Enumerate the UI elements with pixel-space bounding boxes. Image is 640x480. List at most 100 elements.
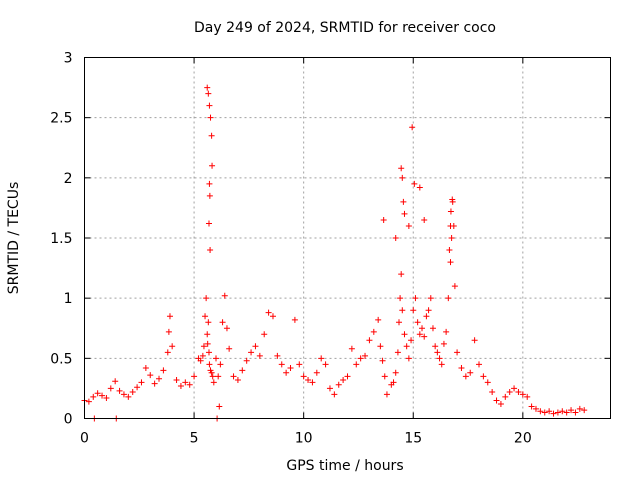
data-point	[210, 379, 217, 386]
data-point	[405, 355, 412, 362]
data-point	[449, 196, 456, 203]
data-point	[166, 313, 173, 320]
data-point	[305, 376, 312, 383]
data-point	[230, 373, 237, 380]
data-point	[202, 313, 209, 320]
data-point	[265, 309, 272, 316]
data-point	[207, 247, 214, 254]
data-point	[381, 373, 388, 380]
data-point	[278, 361, 285, 368]
data-point	[390, 379, 397, 386]
data-point	[120, 391, 127, 398]
data-point	[213, 355, 219, 362]
x-axis-label: GPS time / hours	[286, 458, 403, 474]
data-point	[291, 316, 298, 323]
data-point	[476, 361, 482, 368]
axis-ticks	[84, 57, 611, 419]
data-point	[537, 408, 544, 415]
data-point	[421, 333, 428, 340]
data-point	[416, 184, 423, 191]
data-point	[205, 90, 212, 97]
data-point	[274, 352, 281, 359]
data-point	[383, 391, 390, 398]
data-point	[511, 385, 518, 392]
data-point	[416, 331, 423, 338]
data-point	[392, 369, 399, 376]
y-tick-label: 2.5	[50, 111, 72, 127]
data-point	[370, 328, 377, 335]
data-point	[199, 352, 206, 359]
y-tick-label: 1	[64, 291, 73, 307]
data-point	[353, 361, 360, 368]
data-point	[344, 373, 351, 380]
data-point	[445, 295, 452, 302]
data-point	[208, 369, 215, 376]
data-point	[454, 349, 461, 356]
data-point	[366, 337, 373, 344]
data-point	[436, 355, 443, 362]
data-point	[205, 319, 212, 326]
data-point	[215, 373, 222, 380]
data-point	[160, 367, 167, 374]
data-point	[396, 319, 403, 326]
data-point	[309, 379, 316, 386]
data-points	[81, 84, 588, 422]
data-point	[554, 409, 561, 416]
data-point	[448, 235, 455, 241]
data-point	[392, 235, 399, 241]
data-point	[169, 343, 176, 350]
data-point	[414, 319, 421, 326]
data-point	[209, 373, 216, 380]
data-point	[283, 369, 290, 376]
data-point	[458, 364, 465, 371]
chart-title: Day 249 of 2024, SRMTID for receiver coc…	[194, 20, 496, 36]
data-point	[138, 379, 145, 386]
data-point	[206, 102, 213, 109]
data-point	[563, 409, 570, 416]
data-point	[191, 373, 198, 380]
data-point	[484, 379, 491, 386]
data-point	[165, 328, 172, 335]
data-point	[409, 124, 416, 131]
data-point	[203, 295, 210, 302]
data-point	[506, 389, 513, 396]
data-point	[206, 180, 213, 187]
data-point	[204, 340, 211, 347]
data-point	[425, 307, 432, 314]
data-point	[112, 378, 119, 385]
data-point	[400, 198, 407, 205]
data-point	[515, 389, 522, 396]
data-point	[434, 349, 441, 356]
data-point	[581, 407, 588, 414]
x-tick-label: 10	[295, 431, 313, 447]
data-point	[532, 405, 539, 412]
data-point	[423, 313, 430, 320]
plot-frame	[84, 57, 611, 419]
x-tick-label: 15	[404, 431, 422, 447]
data-point	[377, 343, 384, 350]
data-point	[331, 391, 338, 398]
data-point	[318, 355, 325, 362]
data-point	[287, 364, 294, 371]
data-point	[443, 328, 450, 335]
data-point	[357, 355, 364, 362]
data-point	[421, 216, 428, 223]
data-point	[243, 357, 250, 364]
data-point	[340, 376, 347, 383]
data-point	[401, 331, 408, 338]
y-tick-label: 0.5	[50, 351, 72, 367]
data-point	[221, 292, 228, 299]
data-point	[568, 407, 575, 414]
data-point	[440, 340, 447, 347]
data-point	[502, 393, 509, 400]
data-point	[451, 283, 458, 290]
data-point	[269, 313, 276, 320]
data-point	[399, 307, 406, 314]
data-point	[94, 390, 101, 397]
data-point	[177, 383, 184, 390]
data-point	[204, 331, 211, 338]
data-point	[546, 408, 553, 415]
data-point	[197, 357, 204, 364]
data-point	[300, 373, 307, 380]
data-point	[226, 345, 233, 352]
